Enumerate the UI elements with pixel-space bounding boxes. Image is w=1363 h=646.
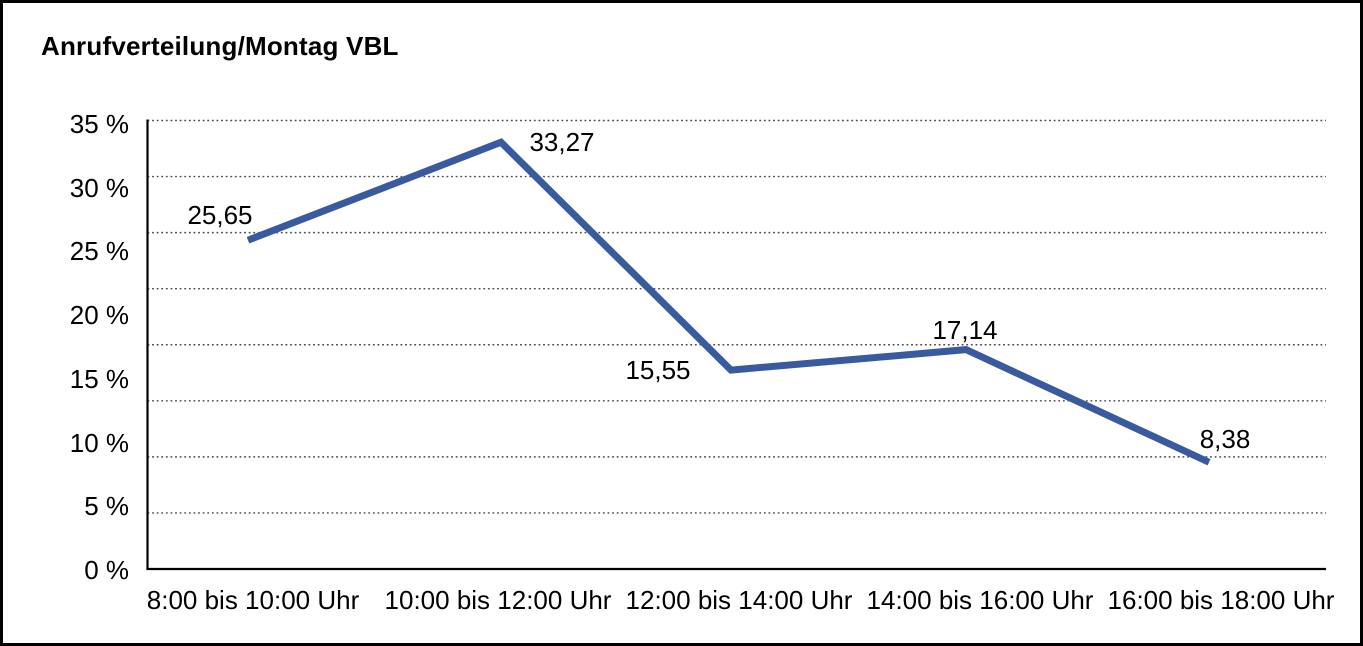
x-tick-label: 12:00 bis 14:00 Uhr xyxy=(625,585,853,615)
y-tick-label: 15 % xyxy=(69,363,129,394)
chart-line xyxy=(246,138,1211,466)
x-tick-label: 16:00 bis 18:00 Uhr xyxy=(1107,585,1335,615)
x-tick-label: 10:00 bis 12:00 Uhr xyxy=(384,585,612,615)
data-label: 17,14 xyxy=(932,314,998,345)
y-tick-label: 25 % xyxy=(69,236,129,267)
y-tick-label: 20 % xyxy=(69,300,129,331)
x-tick-label: 8:00 bis 10:00 Uhr xyxy=(146,585,360,615)
data-label: 33,27 xyxy=(529,127,595,158)
y-tick-label: 10 % xyxy=(69,427,129,458)
chart-title: Anrufverteilung/Montag VBL xyxy=(41,31,399,61)
y-tick-label: 0 % xyxy=(84,555,129,585)
data-label: 25,65 xyxy=(187,200,253,231)
data-label: 15,55 xyxy=(625,355,691,386)
x-tick-label: 14:00 bis 16:00 Uhr xyxy=(866,585,1094,615)
chart-plot-area xyxy=(146,119,1326,571)
y-tick-label: 35 % xyxy=(69,109,129,139)
y-tick-label: 30 % xyxy=(69,172,129,203)
data-label: 8,38 xyxy=(1199,424,1251,455)
y-tick-label: 5 % xyxy=(84,491,129,522)
